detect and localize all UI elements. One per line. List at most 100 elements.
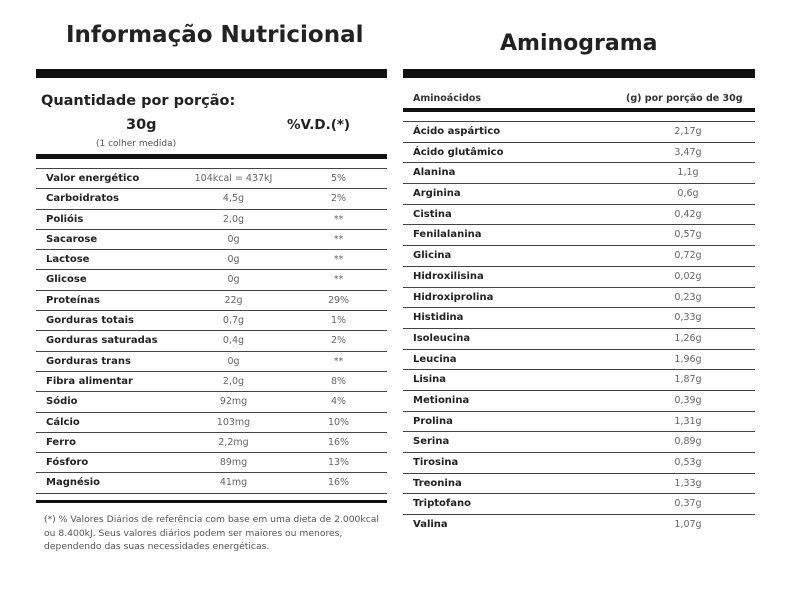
amino-name: Ácido glutâmico bbox=[413, 146, 504, 158]
amino-qty: 0,37g bbox=[674, 498, 702, 510]
amino-row: Prolina 1,31g bbox=[403, 412, 755, 433]
nutrition-top-bar bbox=[36, 69, 387, 78]
nutrition-row: Polióis 2,0g ** bbox=[36, 210, 387, 230]
nutrient-amount: 2,0g bbox=[222, 213, 245, 225]
nutrient-vd: 13% bbox=[327, 457, 350, 469]
nutrition-row: Gorduras trans 0g ** bbox=[36, 352, 387, 372]
nutrient-amount: 2,0g bbox=[222, 375, 245, 387]
amino-name: Triptofano bbox=[413, 498, 471, 510]
amino-name: Histidina bbox=[413, 312, 464, 324]
nutrient-name: Gorduras saturadas bbox=[46, 335, 158, 347]
nutrition-row: Sacarose 0g ** bbox=[36, 230, 387, 251]
amino-qty: 0,72g bbox=[674, 250, 702, 262]
nutrition-row: Sódio 92mg 4% bbox=[36, 392, 387, 413]
nutrient-amount: 0g bbox=[227, 274, 240, 286]
nutrient-name: Valor energético bbox=[46, 173, 140, 184]
amino-row: Treonina 1,33g bbox=[403, 474, 755, 495]
nutrient-name: Gorduras trans bbox=[46, 355, 131, 367]
amino-row: Hidroxiprolina 0,23g bbox=[403, 288, 755, 309]
portion-heading: Quantidade por porção: bbox=[41, 93, 236, 109]
aminogram-header-divider bbox=[403, 108, 755, 112]
nutrient-vd: 29% bbox=[327, 294, 350, 306]
nutrition-row: Gorduras saturadas 0,4g 2% bbox=[36, 331, 387, 352]
nutrition-row: Lactose 0g ** bbox=[36, 250, 387, 271]
amino-row: Metionina 0,39g bbox=[403, 391, 755, 412]
nutrient-vd: 10% bbox=[327, 416, 350, 428]
nutrient-name: Gorduras totais bbox=[46, 315, 134, 327]
amino-qty: 1,1g bbox=[677, 167, 699, 179]
amino-qty: 2,17g bbox=[674, 126, 702, 137]
amino-row: Ácido glutâmico 3,47g bbox=[403, 143, 755, 164]
nutrition-row: Valor energético 104kcal = 437kJ 5% bbox=[36, 169, 387, 190]
amino-qty: 0,02g bbox=[674, 270, 702, 282]
nutrient-vd: 5% bbox=[330, 173, 347, 184]
nutrient-amount: 0g bbox=[227, 355, 240, 367]
amino-name: Tirosina bbox=[413, 457, 459, 468]
nutrient-amount: 103mg bbox=[216, 416, 251, 428]
nutrient-vd: 2% bbox=[330, 335, 347, 347]
nutrient-vd: 16% bbox=[327, 477, 350, 489]
nutrient-vd: ** bbox=[333, 355, 344, 367]
nutrient-amount: 0,4g bbox=[222, 335, 245, 347]
amino-name: Leucina bbox=[413, 353, 457, 365]
nutrition-footnote: (*) % Valores Diários de referência com … bbox=[44, 514, 379, 552]
amino-qty: 0,23g bbox=[674, 291, 702, 303]
amino-qty: 1,26g bbox=[674, 332, 702, 344]
nutrient-vd: ** bbox=[333, 274, 344, 286]
nutrient-amount: 0g bbox=[227, 254, 240, 266]
nutrition-row: Magnésio 41mg 16% bbox=[36, 473, 387, 494]
nutrition-header-divider bbox=[36, 154, 387, 159]
nutrient-vd: 2% bbox=[330, 193, 347, 205]
amino-qty: 1,87g bbox=[674, 374, 702, 386]
amino-qty: 3,47g bbox=[674, 146, 702, 158]
amino-name: Fenilalanina bbox=[413, 229, 482, 241]
amino-row: Isoleucina 1,26g bbox=[403, 329, 755, 350]
nutrient-amount: 0,7g bbox=[222, 315, 245, 327]
nutrient-vd: 1% bbox=[330, 315, 347, 327]
amino-name: Isoleucina bbox=[413, 332, 471, 344]
nutrient-vd: ** bbox=[333, 213, 344, 225]
nutrition-row: Fósforo 89mg 13% bbox=[36, 453, 387, 474]
amino-row: Valina 1,07g bbox=[403, 515, 755, 535]
nutrient-name: Ferro bbox=[46, 436, 76, 448]
amino-col-header-name: Aminoácidos bbox=[413, 93, 482, 104]
amino-name: Glicina bbox=[413, 250, 452, 262]
nutrient-vd: 8% bbox=[330, 375, 347, 387]
amino-row: Arginina 0,6g bbox=[403, 184, 755, 205]
amino-name: Hidroxiprolina bbox=[413, 291, 494, 303]
nutrient-vd: 4% bbox=[330, 396, 347, 408]
amino-name: Cistina bbox=[413, 208, 452, 220]
amino-row: Fenilalanina 0,57g bbox=[403, 225, 755, 247]
nutrient-amount: 0g bbox=[227, 233, 240, 245]
amino-row: Glicina 0,72g bbox=[403, 246, 755, 267]
aminogram-title: Aminograma bbox=[500, 31, 658, 56]
amino-qty: 0,39g bbox=[674, 394, 702, 406]
nutrient-amount: 22g bbox=[224, 294, 243, 306]
nutrition-title: Informação Nutricional bbox=[66, 22, 364, 48]
aminogram-table: Ácido aspártico 2,17g Ácido glutâmico 3,47g… bbox=[403, 121, 755, 535]
amino-row: Leucina 1,96g bbox=[403, 350, 755, 371]
nutrient-name: Sacarose bbox=[46, 233, 98, 245]
nutrition-row: Cálcio 103mg 10% bbox=[36, 413, 387, 433]
amino-qty: 0,89g bbox=[674, 436, 702, 448]
amino-row: Tirosina 0,53g bbox=[403, 453, 755, 474]
amino-row: Lisina 1,87g bbox=[403, 370, 755, 391]
nutrient-vd: ** bbox=[333, 254, 344, 266]
vd-heading: %V.D.(*) bbox=[287, 117, 351, 133]
amino-row: Alanina 1,1g bbox=[403, 163, 755, 185]
amino-col-header-qty: (g) por porção de 30g bbox=[626, 93, 743, 104]
amino-row: Triptofano 0,37g bbox=[403, 494, 755, 516]
nutrient-name: Cálcio bbox=[46, 416, 80, 428]
amino-name: Metionina bbox=[413, 394, 470, 406]
nutrient-vd: ** bbox=[333, 233, 344, 245]
nutrient-name: Polióis bbox=[46, 213, 84, 225]
nutrition-table: Valor energético 104kcal = 437kJ 5% Carboid… bbox=[36, 168, 387, 494]
nutrient-name: Fósforo bbox=[46, 457, 89, 469]
portion-value: 30g bbox=[126, 117, 157, 133]
amino-qty: 0,57g bbox=[674, 229, 702, 241]
amino-row: Cistina 0,42g bbox=[403, 205, 755, 226]
amino-qty: 1,07g bbox=[674, 519, 702, 531]
amino-name: Treonina bbox=[413, 477, 462, 489]
nutrient-vd: 16% bbox=[327, 436, 350, 448]
amino-name: Ácido aspártico bbox=[413, 126, 501, 137]
